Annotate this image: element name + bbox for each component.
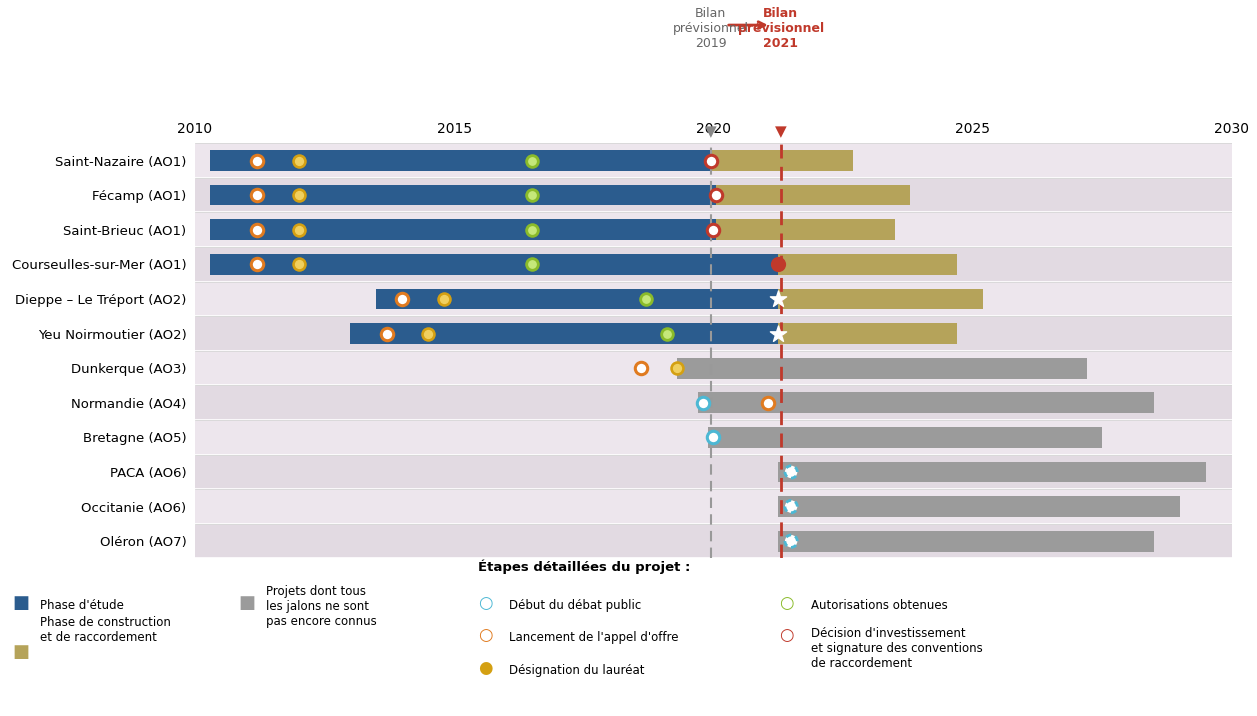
Point [522, 224, 542, 236]
Bar [778, 254, 957, 275]
Bar [778, 289, 983, 309]
Point [781, 466, 801, 478]
Bar [778, 496, 1180, 517]
Bar [195, 247, 1232, 281]
Point [704, 432, 724, 443]
Text: ○: ○ [478, 594, 493, 612]
Point [667, 362, 688, 374]
Text: ■: ■ [13, 594, 30, 612]
Point [700, 137, 720, 149]
Text: ○: ○ [779, 594, 794, 612]
Point [768, 294, 788, 305]
Point [771, 137, 791, 149]
Bar [716, 219, 895, 240]
Bar [210, 150, 710, 171]
Text: Projets dont tous
les jalons ne sont
pas encore connus: Projets dont tous les jalons ne sont pas… [266, 585, 377, 629]
Point [522, 155, 542, 166]
Text: Étapes détaillées du projet :: Étapes détaillées du projet : [478, 559, 690, 574]
Text: ▼: ▼ [774, 125, 787, 140]
Point [704, 224, 724, 236]
Point [706, 189, 727, 200]
Bar [778, 462, 1205, 483]
Bar [778, 531, 1154, 551]
Point [248, 224, 268, 236]
Point [419, 328, 439, 339]
Text: Phase d'étude: Phase d'étude [40, 599, 124, 612]
Text: ▼: ▼ [705, 125, 716, 140]
Text: ○: ○ [779, 626, 794, 644]
Bar [195, 489, 1232, 524]
Text: ○: ○ [478, 626, 493, 644]
Bar [698, 392, 1154, 413]
Bar [195, 143, 1232, 178]
Point [248, 155, 268, 166]
Bar [210, 219, 716, 240]
Point [768, 328, 788, 339]
Point [289, 258, 309, 270]
Point [631, 362, 651, 374]
Point [392, 294, 412, 305]
Point [289, 155, 309, 166]
Point [377, 328, 397, 339]
Point [434, 294, 454, 305]
Point [636, 294, 656, 305]
Point [656, 328, 676, 339]
Bar [195, 385, 1232, 420]
Point [289, 189, 309, 200]
Point [289, 224, 309, 236]
Text: Autorisations obtenues: Autorisations obtenues [811, 599, 948, 612]
Bar [195, 316, 1232, 351]
Bar [195, 281, 1232, 316]
Point [434, 294, 454, 305]
Bar [710, 150, 854, 171]
Point [289, 224, 309, 236]
Point [781, 501, 801, 513]
Point [522, 258, 542, 270]
Text: Bilan
prévisionnel
2019: Bilan prévisionnel 2019 [672, 7, 749, 50]
Bar [708, 427, 1102, 448]
Text: Début du débat public: Début du débat public [509, 599, 641, 612]
Point [700, 155, 720, 166]
Text: Phase de construction
et de raccordement: Phase de construction et de raccordement [40, 616, 171, 644]
Point [419, 328, 439, 339]
Point [289, 189, 309, 200]
Bar [195, 178, 1232, 213]
Point [667, 362, 688, 374]
Point [289, 258, 309, 270]
Text: Bilan
prévisionnel
2021: Bilan prévisionnel 2021 [738, 7, 823, 50]
Point [522, 155, 542, 166]
Point [522, 189, 542, 200]
Bar [195, 351, 1232, 385]
Text: ●: ● [478, 659, 493, 677]
Point [656, 328, 676, 339]
Bar [351, 323, 778, 344]
Bar [195, 524, 1232, 558]
Bar [195, 455, 1232, 489]
Bar [678, 358, 1087, 379]
Point [781, 536, 801, 547]
Bar [195, 420, 1232, 455]
Point [693, 397, 713, 408]
Point [522, 258, 542, 270]
Point [522, 189, 542, 200]
Bar [210, 185, 716, 205]
Point [636, 294, 656, 305]
Point [758, 397, 778, 408]
Point [248, 258, 268, 270]
Text: Lancement de l'appel d'offre: Lancement de l'appel d'offre [509, 632, 679, 644]
Point [768, 258, 788, 270]
Text: Désignation du lauréat: Désignation du lauréat [509, 664, 645, 677]
Bar [376, 289, 778, 309]
Point [522, 224, 542, 236]
Point [289, 155, 309, 166]
Bar [195, 213, 1232, 247]
Bar [716, 185, 910, 205]
Text: ■: ■ [13, 642, 30, 660]
Point [248, 189, 268, 200]
Text: ■: ■ [239, 594, 256, 612]
Bar [210, 254, 778, 275]
Text: Décision d'investissement
et signature des conventions
de raccordement: Décision d'investissement et signature d… [811, 627, 983, 670]
Bar [778, 323, 957, 344]
